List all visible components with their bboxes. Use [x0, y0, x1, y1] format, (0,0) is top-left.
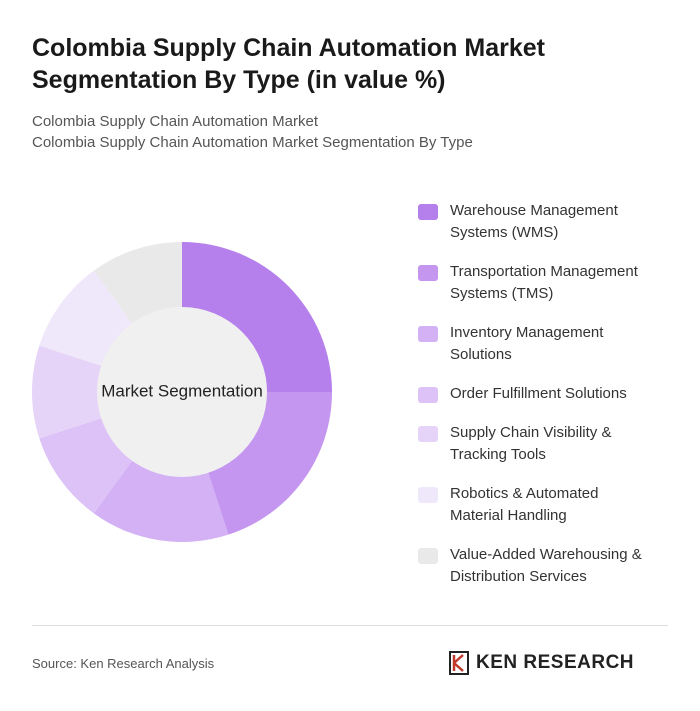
legend-swatch: [418, 265, 438, 281]
legend-swatch: [418, 204, 438, 220]
brand-logo: KEN RESEARCH: [448, 650, 634, 676]
legend-item: Robotics & Automated Material Handling: [418, 483, 678, 527]
subtitle: Colombia Supply Chain Automation Market: [32, 113, 318, 130]
donut-hole: [97, 307, 267, 477]
logo-icon: [449, 651, 469, 675]
source: Source: Ken Research Analysis: [32, 656, 215, 671]
legend-label: Order Fulfillment Solutions: [450, 385, 627, 402]
legend-label: Transportation Management Systems (TMS): [450, 263, 638, 302]
legend-label: Inventory Management Solutions: [450, 324, 604, 363]
legend-item: Supply Chain Visibility & Tracking Tools: [418, 422, 678, 466]
legend-label: Value-Added Warehousing & Distribution S…: [450, 546, 642, 585]
legend-swatch: [418, 548, 438, 564]
legend-label: Robotics & Automated Material Handling: [450, 485, 599, 524]
legend-item: Transportation Management Systems (TMS): [418, 261, 678, 305]
legend-item: Inventory Management Solutions: [418, 322, 678, 366]
legend-swatch: [418, 487, 438, 503]
subtitle: Colombia Supply Chain Automation Market …: [32, 134, 473, 151]
legend-item: Warehouse Management Systems (WMS): [418, 200, 678, 244]
legend-item: Value-Added Warehousing & Distribution S…: [418, 544, 678, 588]
divider: [32, 625, 668, 626]
legend-label: Supply Chain Visibility & Tracking Tools: [450, 424, 612, 463]
brand-name: KEN RESEARCH: [476, 652, 635, 673]
legend-swatch: [418, 326, 438, 342]
legend: Warehouse Management Systems (WMS) Transp…: [418, 200, 678, 588]
legend-item: Order Fulfillment Solutions: [418, 383, 678, 405]
chart: Market Segmentation: [32, 242, 332, 542]
legend-label: Warehouse Management Systems (WMS): [450, 202, 618, 241]
center-label: Market Segmentation: [101, 381, 263, 400]
legend-swatch: [418, 426, 438, 442]
chart-title: Colombia Supply Chain Automation Market …: [32, 34, 545, 94]
legend-swatch: [418, 387, 438, 403]
